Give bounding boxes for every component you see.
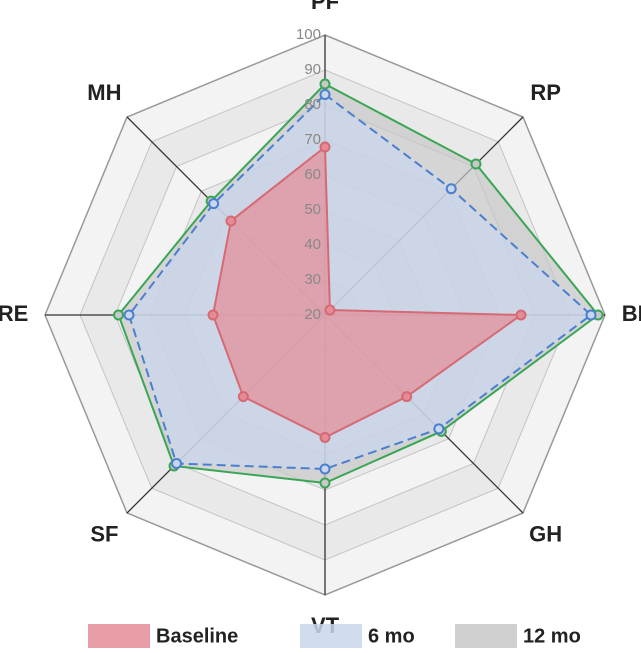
r-tick-label: 70: [304, 131, 321, 148]
r-tick-label: 20: [304, 306, 321, 323]
marker: [319, 141, 331, 153]
category-label: GH: [529, 521, 562, 546]
legend-label: 12 mo: [523, 625, 581, 647]
legend-swatch: [300, 624, 362, 648]
marker: [208, 198, 220, 210]
r-tick-label: 100: [296, 26, 321, 43]
marker: [433, 423, 445, 435]
legend-swatch: [88, 624, 150, 648]
legend-swatch: [455, 624, 517, 648]
category-label: RE: [0, 301, 28, 326]
category-label: PF: [311, 0, 339, 14]
r-tick-label: 80: [304, 96, 321, 113]
legend-label: Baseline: [156, 625, 238, 647]
category-label: BP: [622, 301, 641, 326]
r-tick-label: 90: [304, 61, 321, 78]
marker: [207, 309, 219, 321]
legend-label: 6 mo: [368, 625, 415, 647]
marker: [319, 78, 331, 90]
marker: [113, 309, 124, 321]
marker: [237, 391, 249, 403]
marker: [225, 215, 237, 227]
marker: [171, 457, 183, 469]
marker: [401, 391, 413, 403]
marker: [319, 432, 331, 443]
category-label: SF: [90, 521, 118, 546]
marker: [123, 309, 135, 321]
marker: [470, 158, 482, 170]
marker: [445, 183, 457, 195]
category-label: MH: [87, 80, 121, 105]
marker: [319, 89, 331, 100]
r-tick-label: 40: [304, 236, 321, 253]
marker: [515, 309, 527, 321]
category-label: RP: [530, 80, 561, 105]
marker: [319, 463, 331, 475]
r-tick-label: 60: [304, 166, 321, 183]
marker: [585, 309, 597, 321]
marker: [319, 477, 331, 489]
r-tick-label: 50: [304, 201, 321, 218]
marker: [324, 304, 336, 316]
r-tick-label: 30: [304, 271, 321, 288]
